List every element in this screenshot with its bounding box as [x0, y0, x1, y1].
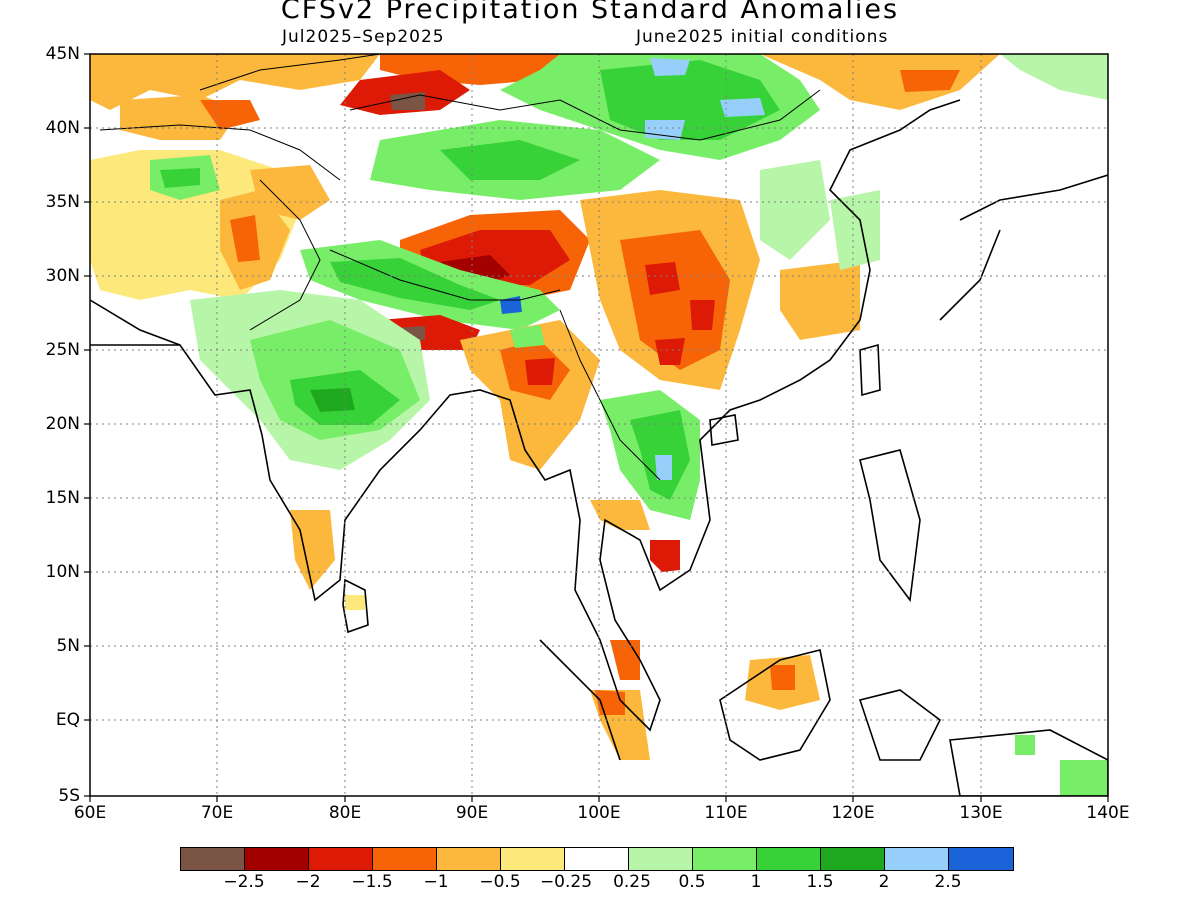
colorbar-swatch	[181, 848, 245, 870]
colorbar-swatch	[757, 848, 821, 870]
lat-label-45n: 45N	[45, 44, 80, 64]
colorbar-label: −1.5	[351, 872, 393, 892]
lon-label-120e: 120E	[831, 803, 875, 823]
colorbar-swatch	[437, 848, 501, 870]
colorbar-swatch	[821, 848, 885, 870]
lat-label-25n: 25N	[45, 340, 80, 360]
colorbar-swatch	[565, 848, 629, 870]
lon-label-90e: 90E	[455, 803, 489, 823]
colorbar-swatch	[309, 848, 373, 870]
country-borders	[99, 54, 821, 481]
colorbar-label: −0.25	[539, 872, 593, 892]
map-title: CFSv2 Precipitation Standard Anomalies	[280, 0, 900, 25]
lat-label-30n: 30N	[45, 266, 80, 286]
colorbar-label: −0.5	[479, 872, 521, 892]
colorbar-swatch	[885, 848, 949, 870]
lat-label-20n: 20N	[45, 414, 80, 434]
lat-label-40n: 40N	[45, 118, 80, 138]
colorbar-swatch	[501, 848, 565, 870]
lon-label-80e: 80E	[328, 803, 362, 823]
lon-label-140e: 140E	[1086, 803, 1130, 823]
colorbar-swatch	[373, 848, 437, 870]
grid	[90, 54, 1108, 796]
colorbar-swatch	[629, 848, 693, 870]
lon-label-70e: 70E	[200, 803, 234, 823]
colorbar-label: 2.5	[934, 872, 962, 892]
initial-conditions: June2025 initial conditions	[636, 27, 889, 47]
lon-label-100e: 100E	[577, 803, 621, 823]
colorbar-label: 1.5	[806, 872, 834, 892]
colorbar-label: −2	[295, 872, 321, 892]
lat-label-15n: 15N	[45, 488, 80, 508]
coastlines	[90, 99, 1108, 796]
lat-label-5n: 5N	[56, 636, 80, 656]
tick-marks	[84, 53, 1109, 802]
lat-label-10n: 10N	[45, 562, 80, 582]
lat-label-5s: 5S	[58, 786, 80, 806]
colorbar-swatch	[949, 848, 1013, 870]
colorbar-label: 0.25	[613, 872, 651, 892]
colorbar	[180, 847, 1014, 871]
forecast-period: Jul2025–Sep2025	[282, 27, 445, 47]
colorbar-label: −1	[423, 872, 449, 892]
colorbar-label: 0.5	[678, 872, 706, 892]
lat-label-35n: 35N	[45, 192, 80, 212]
lon-label-110e: 110E	[704, 803, 748, 823]
lon-label-60e: 60E	[73, 803, 107, 823]
colorbar-label: 1	[750, 872, 762, 892]
colorbar-swatch	[245, 848, 309, 870]
colorbar-label: 2	[878, 872, 890, 892]
anomaly-field	[90, 54, 1108, 796]
colorbar-label: −2.5	[223, 872, 265, 892]
lat-label-eq: EQ	[55, 710, 80, 730]
lon-label-130e: 130E	[959, 803, 1003, 823]
colorbar-swatch	[693, 848, 757, 870]
